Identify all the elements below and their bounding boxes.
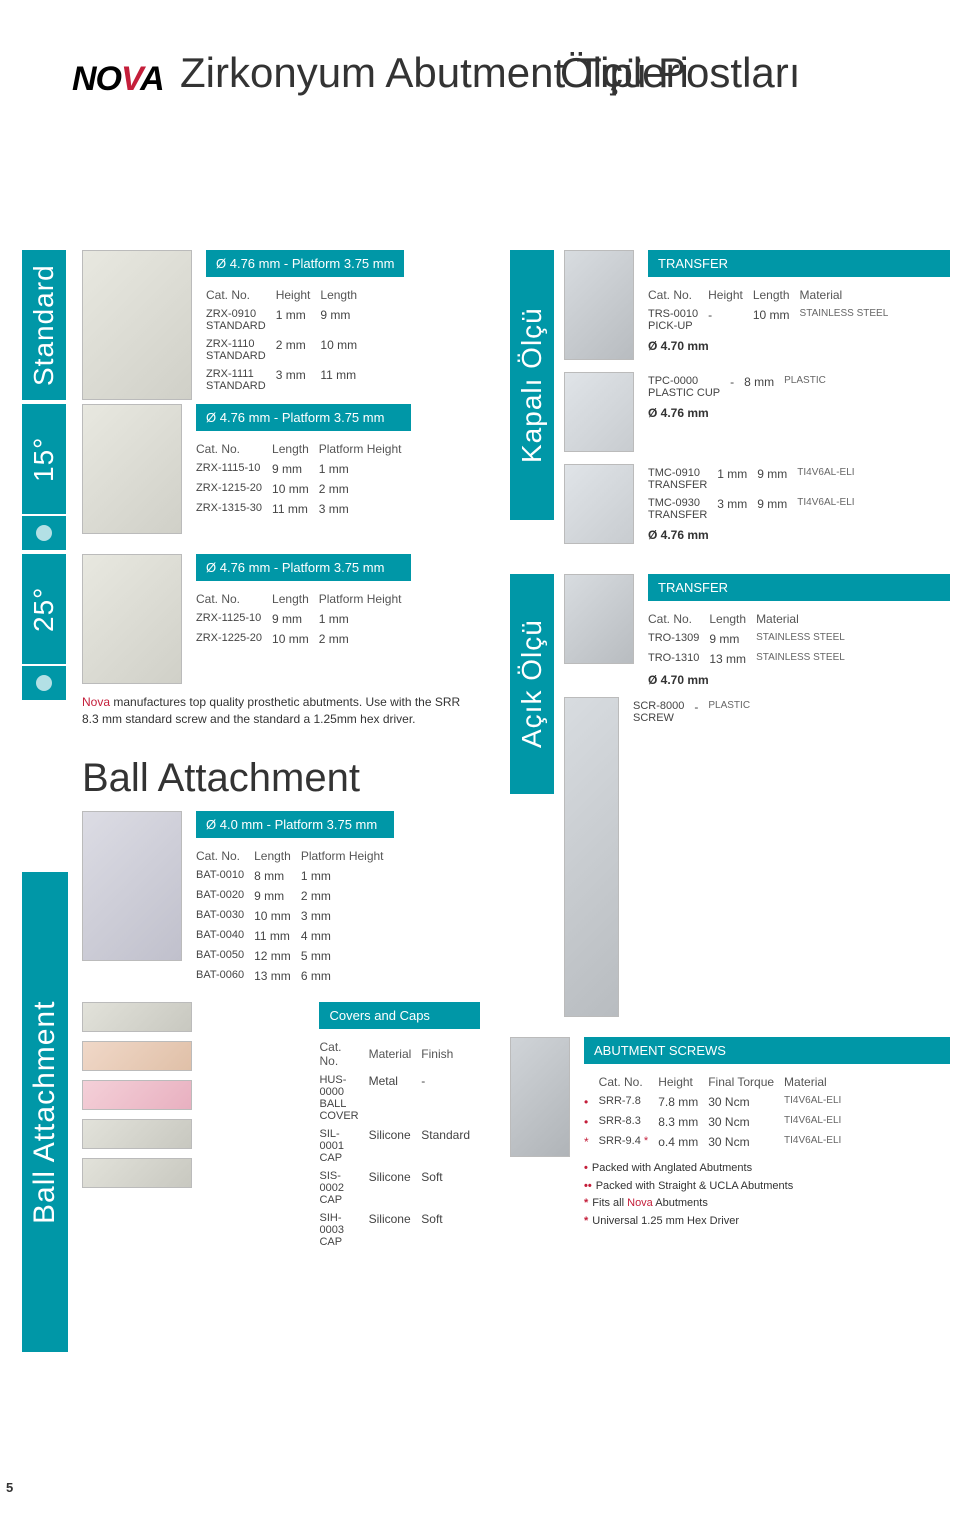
tab-acik: Açık Ölçü: [510, 574, 554, 794]
ball-image: [82, 811, 182, 961]
table-row: BAT-00108 mm1 mm: [196, 866, 394, 886]
table-row: TRO-131013 mmSTAINLESS STEEL: [648, 649, 855, 669]
standard-table: Cat. No. Height Length ZRX-0910STANDARD1…: [206, 285, 367, 395]
table-row: SIH-0003CAPSiliconeSoft: [319, 1209, 480, 1251]
tab-25deg: 25°: [22, 554, 66, 664]
table-row: TPC-0000PLASTIC CUP-8 mmPLASTIC: [648, 372, 836, 402]
table-row: *SRR-9.4 *o.4 mm30 NcmTI4V6AL-ELI: [584, 1132, 851, 1152]
tab-standard: Standard: [22, 250, 66, 400]
transfer-image-2: [564, 464, 634, 544]
abutment-25-image: [82, 554, 182, 684]
deg15-header: Ø 4.76 mm - Platform 3.75 mm: [196, 404, 411, 431]
brand-logo: NOVA: [72, 60, 164, 99]
ball-table: Cat. No.LengthPlatform Height BAT-00108 …: [196, 846, 394, 986]
kapali-header: TRANSFER: [648, 250, 950, 277]
table-row: ZRX-1215-2010 mm2 mm: [196, 479, 411, 499]
table-row: TMC-0930TRANSFER3 mm9 mmTI4V6AL-ELI: [648, 494, 865, 524]
deg15-table: Cat. No.LengthPlatform Height ZRX-1115-1…: [196, 439, 411, 519]
abutment-15-image: [82, 404, 182, 534]
ball-header: Ø 4.0 mm - Platform 3.75 mm: [196, 811, 394, 838]
deg25-header: Ø 4.76 mm - Platform 3.75 mm: [196, 554, 411, 581]
acik-table-1: Cat. No.LengthMaterial TRO-13099 mmSTAIN…: [648, 609, 855, 669]
cup-image: [564, 372, 634, 452]
table-row: SIL-0001CAPSiliconeStandard: [319, 1125, 480, 1167]
section-ball: Ball Attachment Ø 4.0 mm - Platform 3.75…: [82, 756, 480, 1251]
section-25deg: 25° Ø 4.76 mm - Platform 3.75 mm Cat. No…: [0, 554, 480, 738]
table-row: ZRX-1110STANDARD2 mm10 mm: [206, 335, 367, 365]
table-row: ZRX-1125-109 mm1 mm: [196, 609, 411, 629]
kapali-table-1: Cat. No.HeightLengthMaterial TRS-0010PIC…: [648, 285, 898, 335]
transfer-image-1: [564, 250, 634, 360]
angle-icon-15: [22, 516, 66, 550]
diameter: Ø 4.76 mm: [648, 528, 950, 542]
table-row: HUS-0000BALL COVERMetal-: [319, 1071, 480, 1125]
logo-text: NOVA: [72, 60, 164, 98]
note-text: Nova manufactures top quality prosthetic…: [82, 694, 480, 728]
deg25-table: Cat. No.LengthPlatform Height ZRX-1125-1…: [196, 589, 411, 649]
section-screws: ABUTMENT SCREWS Cat. No.HeightFinal Torq…: [510, 1037, 950, 1230]
table-row: ZRX-1225-2010 mm2 mm: [196, 629, 411, 649]
section-15deg: 15° Ø 4.76 mm - Platform 3.75 mm Cat. No…: [0, 404, 480, 550]
screw-image: [510, 1037, 570, 1157]
table-row: TMC-0910TRANSFER1 mm9 mmTI4V6AL-ELI: [648, 464, 865, 494]
abutment-standard-image: [82, 250, 192, 400]
screws-header: ABUTMENT SCREWS: [584, 1037, 950, 1064]
covers-header: Covers and Caps: [319, 1002, 480, 1029]
table-row: SIS-0002CAPSiliconeSoft: [319, 1167, 480, 1209]
table-row: BAT-003010 mm3 mm: [196, 906, 394, 926]
acik-table-2: SCR-8000SCREW-PLASTIC: [633, 697, 760, 727]
table-row: BAT-005012 mm5 mm: [196, 946, 394, 966]
tab-ball: Ball Attachment: [22, 872, 68, 1352]
screws-table: Cat. No.HeightFinal TorqueMaterial •SRR-…: [584, 1072, 851, 1152]
title-right: Ölçü Postları: [560, 50, 800, 96]
table-row: •SRR-8.38.3 mm30 NcmTI4V6AL-ELI: [584, 1112, 851, 1132]
angle-icon-25: [22, 666, 66, 700]
caps-images: [82, 1002, 305, 1197]
diameter: Ø 4.76 mm: [648, 406, 950, 420]
standard-header: Ø 4.76 mm - Platform 3.75 mm: [206, 250, 404, 277]
footnotes: •Packed with Anglated Abutments ••Packed…: [584, 1160, 950, 1230]
tab-kapali: Kapalı Ölçü: [510, 250, 554, 520]
table-row: •SRR-7.87.8 mm30 NcmTI4V6AL-ELI: [584, 1092, 851, 1112]
col-height: Height: [276, 285, 321, 305]
table-row: ZRX-1111STANDARD3 mm11 mm: [206, 365, 367, 395]
table-row: BAT-00209 mm2 mm: [196, 886, 394, 906]
page-number: 5: [6, 1480, 13, 1495]
acik-image-1: [564, 574, 634, 664]
acik-header: TRANSFER: [648, 574, 950, 601]
table-row: TRO-13099 mmSTAINLESS STEEL: [648, 629, 855, 649]
tab-15deg: 15°: [22, 404, 66, 514]
col-length: Length: [320, 285, 367, 305]
covers-table: Cat. No.MaterialFinish HUS-0000BALL COVE…: [319, 1037, 480, 1251]
section-kapali: Kapalı Ölçü TRANSFER Cat. No.HeightLengt…: [510, 250, 950, 544]
table-row: ZRX-1115-109 mm1 mm: [196, 459, 411, 479]
table-row: SCR-8000SCREW-PLASTIC: [633, 697, 760, 727]
screw-long-image: [564, 697, 619, 1017]
table-row: ZRX-0910STANDARD1 mm9 mm: [206, 305, 367, 335]
table-row: BAT-006013 mm6 mm: [196, 966, 394, 986]
table-row: BAT-004011 mm4 mm: [196, 926, 394, 946]
diameter: Ø 4.70 mm: [648, 673, 950, 687]
col-catno: Cat. No.: [206, 285, 276, 305]
table-row: TRS-0010PICK-UP-10 mmSTAINLESS STEEL: [648, 305, 898, 335]
kapali-table-2: TPC-0000PLASTIC CUP-8 mmPLASTIC: [648, 372, 836, 402]
kapali-table-3: TMC-0910TRANSFER1 mm9 mmTI4V6AL-ELI TMC-…: [648, 464, 865, 524]
section-standard: Standard Ø 4.76 mm - Platform 3.75 mm Ca…: [0, 250, 480, 400]
section-acik: Açık Ölçü TRANSFER Cat. No.LengthMateria…: [510, 574, 950, 1017]
ball-title: Ball Attachment: [82, 756, 480, 801]
table-row: ZRX-1315-3011 mm3 mm: [196, 499, 411, 519]
diameter: Ø 4.70 mm: [648, 339, 950, 353]
